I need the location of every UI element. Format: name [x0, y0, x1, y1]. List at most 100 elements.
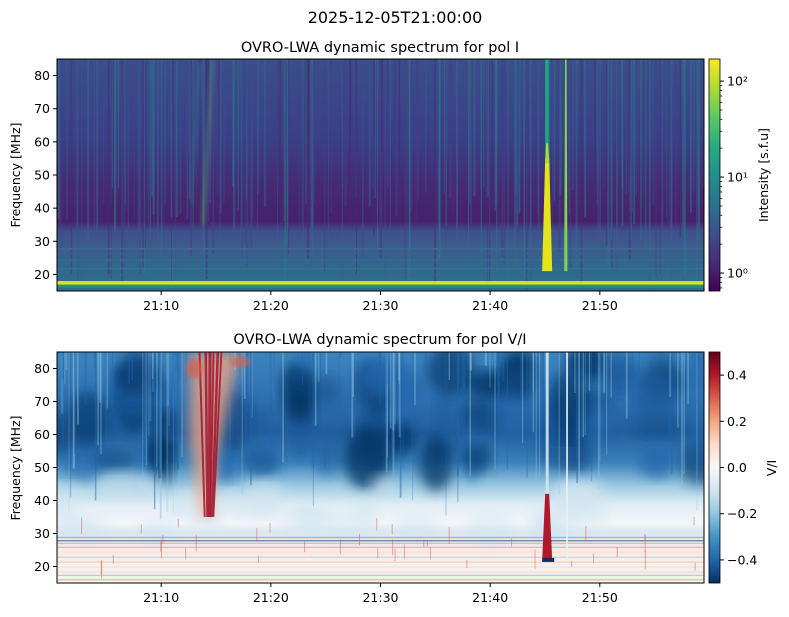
speckle	[592, 553, 594, 564]
noise-stripe	[501, 59, 504, 258]
faint-region	[57, 483, 91, 508]
faint-region	[244, 480, 285, 508]
y-tick-label: 50	[34, 168, 50, 183]
speckle	[644, 534, 646, 542]
noise-stripe	[410, 59, 413, 213]
noise-stripe	[149, 59, 151, 241]
noise-stripe	[240, 59, 242, 234]
noise-stripe	[415, 59, 417, 221]
noise-stripe	[311, 59, 314, 264]
negative-region	[57, 416, 77, 453]
noise-stripe	[461, 352, 464, 421]
noise-stripe	[66, 59, 68, 221]
noise-stripe	[667, 59, 669, 224]
speckle	[160, 541, 162, 552]
noise-stripe	[75, 59, 78, 233]
noise-stripe	[596, 59, 598, 205]
noise-stripe	[610, 59, 613, 241]
x-tick-label: 21:50	[582, 298, 618, 313]
noise-stripe	[325, 352, 328, 375]
noise-stripe	[568, 59, 571, 216]
burst-upper	[545, 352, 549, 494]
faint-region	[215, 489, 239, 508]
noise-stripe	[529, 59, 531, 268]
noise-stripe	[69, 352, 72, 498]
noise-stripe	[70, 59, 73, 274]
x-tick-label: 21:50	[582, 590, 618, 605]
noise-stripe	[683, 352, 685, 474]
speckle	[448, 527, 450, 544]
noise-stripe	[631, 59, 634, 213]
noise-stripe	[113, 59, 115, 227]
noise-stripe	[172, 352, 174, 514]
noise-stripe	[99, 352, 101, 403]
noise-stripe	[343, 59, 344, 190]
noise-stripe	[127, 59, 130, 230]
speckle	[112, 554, 114, 564]
noise-stripe	[537, 59, 540, 210]
noise-stripe	[152, 59, 155, 215]
noise-stripe	[232, 59, 236, 233]
noise-stripe	[607, 59, 610, 271]
noise-stripe	[621, 59, 624, 227]
noise-stripe	[192, 59, 194, 231]
rfi-band	[57, 561, 704, 563]
x-tick-label: 21:40	[472, 298, 508, 313]
noise-stripe	[553, 59, 556, 201]
noise-stripe	[604, 352, 606, 444]
noise-stripe	[649, 59, 651, 261]
noise-stripe	[640, 59, 642, 241]
panel-pol-vi: OVRO-LWA dynamic spectrum for pol V/I 20…	[8, 332, 779, 605]
noise-stripe	[144, 352, 146, 440]
noise-stripe	[263, 59, 267, 207]
noise-stripe	[128, 352, 130, 384]
rfi-band	[57, 579, 704, 581]
negative-region	[461, 444, 493, 472]
noise-stripe	[65, 352, 68, 370]
noise-stripe	[179, 59, 182, 214]
noise-stripe	[456, 352, 459, 477]
noise-stripe	[412, 352, 414, 501]
noise-stripe	[237, 59, 239, 211]
noise-stripe	[558, 59, 561, 252]
y-tick-label: 20	[34, 267, 50, 282]
noise-stripe	[338, 352, 340, 438]
noise-stripe	[175, 59, 178, 218]
colorbar-axis: 10⁰ 10¹ 10²	[720, 74, 748, 289]
noise-stripe	[529, 352, 531, 395]
noise-stripe	[312, 352, 314, 507]
noise-stripe	[448, 352, 450, 380]
speckle	[585, 526, 587, 542]
noise-stripe	[310, 59, 313, 269]
noise-stripe	[276, 59, 278, 259]
noise-stripe	[445, 352, 447, 516]
narrow-burst	[564, 59, 568, 272]
noise-stripe	[690, 59, 692, 197]
noise-stripe	[603, 59, 605, 189]
noise-stripe	[93, 59, 95, 239]
noise-stripe	[526, 59, 528, 290]
noise-stripe	[376, 59, 378, 216]
noise-stripe	[163, 59, 165, 252]
noise-stripe	[417, 59, 419, 200]
noise-stripe	[105, 352, 108, 449]
noise-stripe	[679, 59, 681, 238]
noise-stripe	[570, 59, 572, 268]
speckle	[140, 524, 142, 534]
noise-stripe	[74, 352, 76, 454]
noise-stripe	[386, 352, 388, 385]
noise-stripe	[603, 352, 605, 393]
negative-region	[295, 371, 318, 420]
noise-stripe	[246, 352, 248, 411]
noise-stripe	[469, 352, 472, 371]
noise-stripe	[385, 352, 388, 473]
y-tick-label: 40	[34, 493, 50, 508]
noise-stripe	[78, 352, 80, 410]
noise-stripe	[612, 352, 614, 409]
rfi-band	[57, 551, 704, 553]
noise-stripe	[605, 59, 608, 247]
colorbar-tick-label: 10²	[727, 74, 748, 89]
noise-stripe	[683, 59, 686, 277]
noise-stripe	[146, 352, 148, 438]
noise-stripe	[61, 59, 63, 248]
